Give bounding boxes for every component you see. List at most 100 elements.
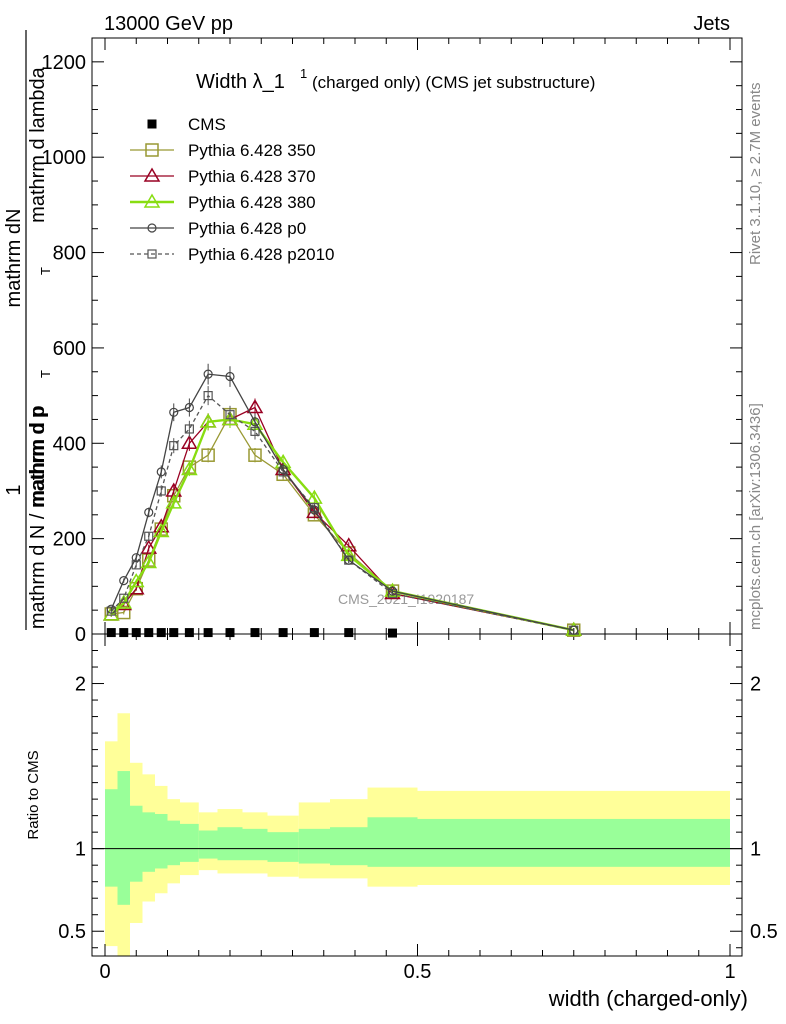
plot-title-main: Width λ_1 — [196, 71, 285, 93]
lower-axis-ticks: 0.5 0.5 1 1 2 2 0 0.5 1 — [58, 634, 778, 983]
ratio-y-tick-label: 0.5 — [58, 921, 86, 943]
data-point-p370 — [340, 537, 358, 552]
data-point-p0 — [119, 575, 129, 586]
x-tick-label: 0.5 — [404, 961, 432, 983]
header-left: 13000 GeV pp — [104, 13, 233, 35]
ratio-inner-band-bin — [117, 771, 130, 905]
ratio-inner-band-bin — [267, 832, 299, 862]
ratio-inner-band-bin — [417, 818, 730, 867]
plot-title: Width λ_1 1 (charged only) (CMS jet subs… — [196, 66, 595, 93]
legend-entry-p350: Pythia 6.428 350 — [130, 141, 316, 160]
data-point-p2010 — [225, 410, 235, 420]
y-tick-label: 0 — [75, 624, 86, 646]
legend-marker — [143, 167, 161, 182]
data-point-p380 — [165, 494, 183, 509]
data-point-p0 — [309, 505, 319, 515]
data-point-p2010 — [156, 486, 166, 496]
ylabel-lower-denominator-sub: T — [38, 370, 53, 378]
plot-title-sup: 1 — [300, 66, 307, 81]
data-point-p0 — [225, 371, 235, 382]
legend-label: Pythia 6.428 350 — [188, 141, 316, 160]
ylabel-denominator-b: mathrm d lambda — [27, 66, 49, 222]
data-point-p0 — [106, 604, 116, 614]
data-point-cms — [131, 628, 141, 638]
data-point-cms — [106, 628, 116, 638]
ratio-inner-band-bin — [367, 817, 418, 867]
data-point-cms — [250, 628, 260, 638]
data-point-p350 — [248, 448, 262, 462]
data-point-p0 — [203, 369, 213, 379]
rivet-label: Rivet 3.1.10, ≥ 2.7M events — [747, 83, 764, 266]
data-point-p0 — [387, 586, 398, 596]
ratio-ylabel: Ratio to CMS — [25, 750, 42, 839]
ylabel-denominator-a: mathrm d p — [27, 405, 49, 506]
data-point-cms — [119, 628, 129, 638]
ylabel-denominator-a-sub: T — [38, 267, 53, 275]
data-point-cms — [344, 628, 354, 638]
x-tick-label: 0 — [99, 961, 110, 983]
legend: CMS Pythia 6.428 350 Pythia 6.428 370 Pythi… — [130, 115, 335, 264]
y-tick-label: 600 — [53, 338, 86, 360]
data-point-p380 — [140, 553, 158, 569]
plot-title-rest: (charged only) (CMS jet substructure) — [312, 73, 595, 92]
series-cms — [106, 628, 397, 638]
ratio-bands — [105, 713, 730, 956]
legend-entry-p2010: Pythia 6.428 p2010 — [130, 245, 335, 264]
data-point-p0 — [144, 507, 154, 518]
data-point-cms — [225, 628, 235, 638]
data-point-cms — [144, 628, 154, 638]
data-point-p2010 — [169, 441, 179, 451]
legend-label: Pythia 6.428 380 — [188, 193, 316, 212]
data-point-p380 — [127, 573, 145, 588]
legend-entry-p380: Pythia 6.428 380 — [130, 193, 316, 212]
data-point-p0 — [131, 553, 141, 563]
ratio-inner-band-bin — [217, 827, 243, 861]
ratio-inner-band-bin — [155, 813, 168, 869]
data-point-p380 — [152, 522, 170, 538]
y-tick-label: 800 — [53, 243, 86, 265]
series-p0 — [106, 363, 579, 635]
data-point-p0 — [156, 467, 166, 477]
legend-label: Pythia 6.428 p2010 — [188, 245, 335, 264]
x-axis-title: width (charged-only) — [548, 986, 748, 1011]
y-tick-label: 200 — [53, 529, 86, 551]
legend-label: Pythia 6.428 p0 — [188, 219, 306, 238]
legend-marker — [147, 119, 157, 129]
ratio-inner-band-bin — [242, 828, 268, 861]
ratio-inner-band-bin — [198, 830, 218, 859]
data-point-p0 — [278, 464, 288, 475]
ratio-y-tick-label: 1 — [75, 839, 86, 861]
y-tick-label: 1200 — [42, 52, 87, 74]
data-point-p0 — [250, 417, 260, 427]
ratio-inner-band-bin — [180, 823, 199, 862]
ratio-y-tick-label-right: 1 — [750, 839, 761, 861]
data-point-p2010 — [184, 424, 194, 434]
data-point-p380 — [181, 461, 198, 476]
data-point-p2010 — [119, 593, 129, 603]
data-point-p2010 — [144, 531, 154, 541]
data-point-cms — [388, 628, 397, 638]
ratio-inner-band-bin — [142, 812, 155, 872]
ratio-inner-band-bin — [298, 828, 330, 864]
x-tick-label: 1 — [724, 961, 735, 983]
ylabel-lower-numerator: 1 — [3, 484, 25, 495]
data-point-p0 — [569, 625, 579, 635]
legend-label: Pythia 6.428 370 — [188, 167, 316, 186]
ratio-inner-band-bin — [167, 820, 180, 866]
header-right: Jets — [693, 13, 730, 35]
series-layer — [102, 363, 583, 638]
data-point-p370 — [140, 539, 158, 554]
ylabel-numerator: mathrm dN — [3, 209, 25, 308]
data-point-cms — [309, 628, 319, 638]
y-tick-label: 400 — [53, 433, 86, 455]
ratio-y-tick-label: 2 — [75, 674, 86, 696]
legend-marker — [145, 143, 159, 157]
ratio-inner-band-bin — [105, 789, 118, 887]
legend-marker — [147, 223, 157, 233]
data-point-p0 — [184, 402, 194, 413]
data-point-p380 — [199, 413, 217, 428]
data-point-p370 — [181, 434, 198, 450]
ylabel-lower-denominator: mathrm d N / mathrm d p — [27, 407, 49, 629]
data-point-p370 — [246, 399, 264, 414]
